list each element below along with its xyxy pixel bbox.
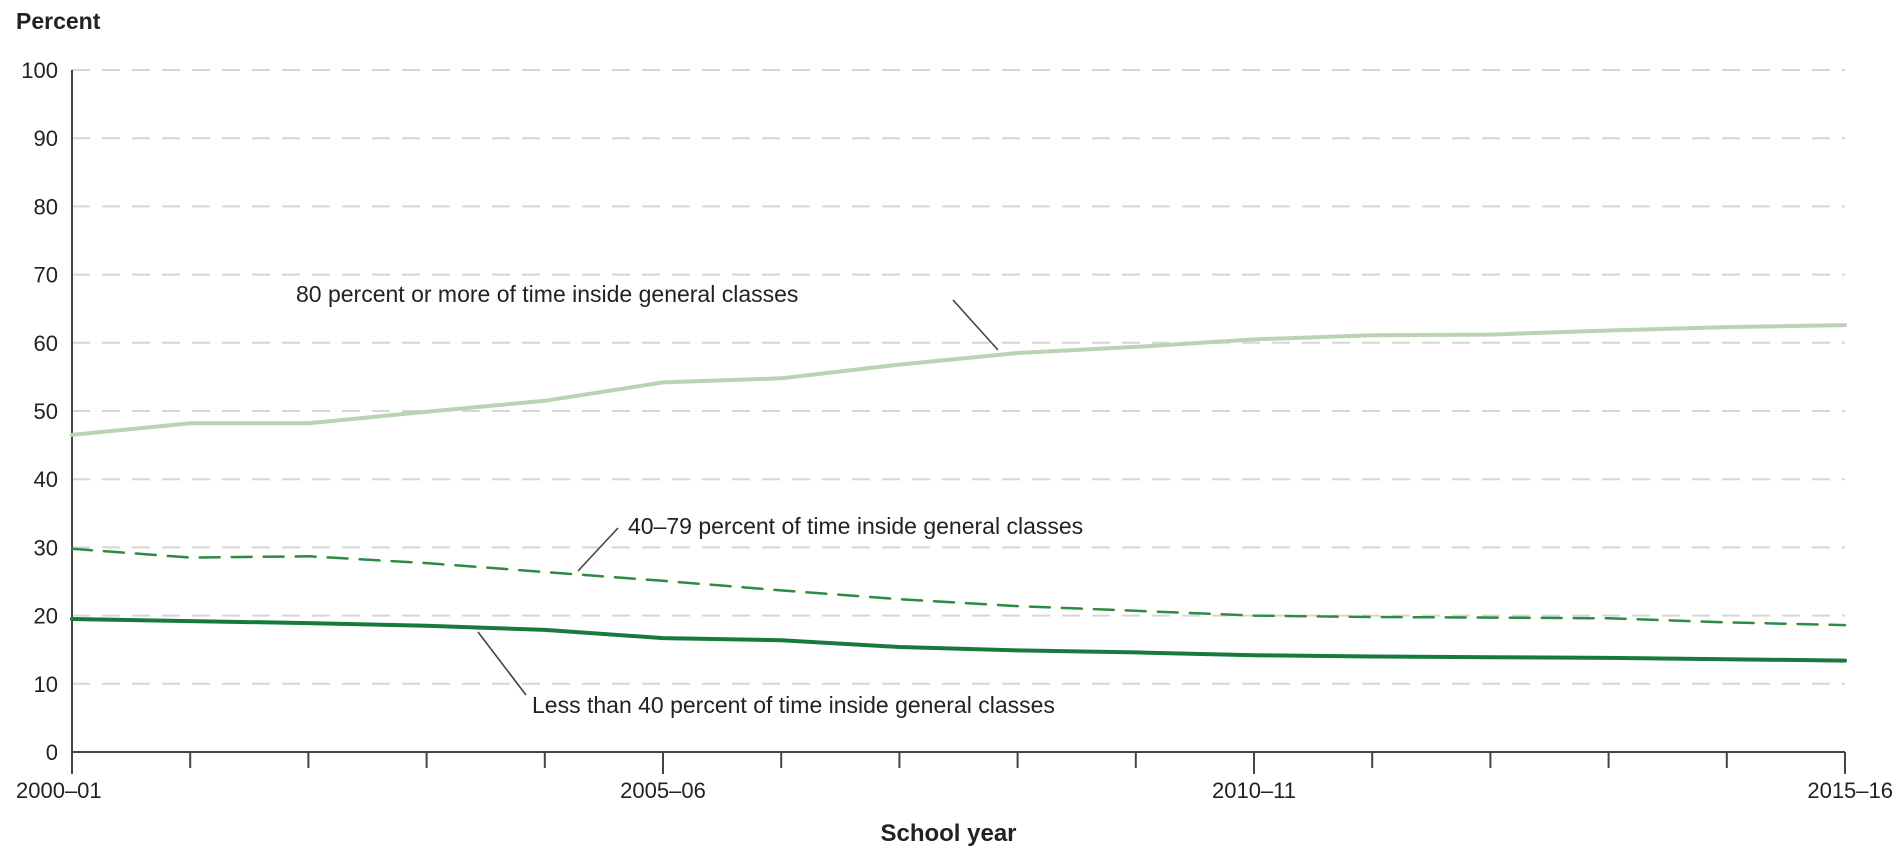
x-tick-label: 2000–01: [16, 778, 102, 803]
axes: [71, 70, 1845, 753]
y-tick-label: 40: [34, 467, 58, 492]
y-tick-label: 10: [34, 672, 58, 697]
x-tick-label: 2015–16: [1807, 778, 1893, 803]
series-line-1: [70, 547, 1847, 627]
y-tick-label: 70: [34, 263, 58, 288]
series-label-1: 40–79 percent of time inside general cla…: [628, 513, 1083, 539]
x-tick-label: 2005–06: [620, 778, 706, 803]
y-tick-label: 90: [34, 126, 58, 151]
gridlines: [72, 69, 1845, 685]
series-annotations: 80 percent or more of time inside genera…: [296, 281, 1083, 718]
y-tick-label: 30: [34, 535, 58, 560]
y-tick-label: 60: [34, 331, 58, 356]
series-label-0: 80 percent or more of time inside genera…: [296, 281, 798, 307]
y-tick-label: 20: [34, 604, 58, 629]
series-lines: [70, 323, 1847, 663]
y-axis-title: Percent: [16, 8, 101, 34]
y-tick-label: 80: [34, 194, 58, 219]
x-axis-ticks: 2000–01 2005–06 2010–11 2015–16: [16, 752, 1893, 803]
y-tick-label: 50: [34, 399, 58, 424]
y-tick-label: 0: [46, 740, 58, 765]
annotation-leader-2: [477, 631, 527, 696]
annotation-leader-1: [577, 527, 619, 572]
y-tick-label: 100: [21, 58, 58, 83]
series-line-0: [70, 323, 1847, 437]
y-axis-ticks: 0 10 20 30 40 50 60 70 80 90 100: [21, 58, 58, 765]
series-line-2: [70, 617, 1847, 663]
x-axis-title: School year: [880, 820, 1017, 847]
series-label-2: Less than 40 percent of time inside gene…: [532, 692, 1055, 718]
x-tick-label: 2010–11: [1212, 778, 1296, 803]
annotation-leader-0: [952, 299, 999, 351]
